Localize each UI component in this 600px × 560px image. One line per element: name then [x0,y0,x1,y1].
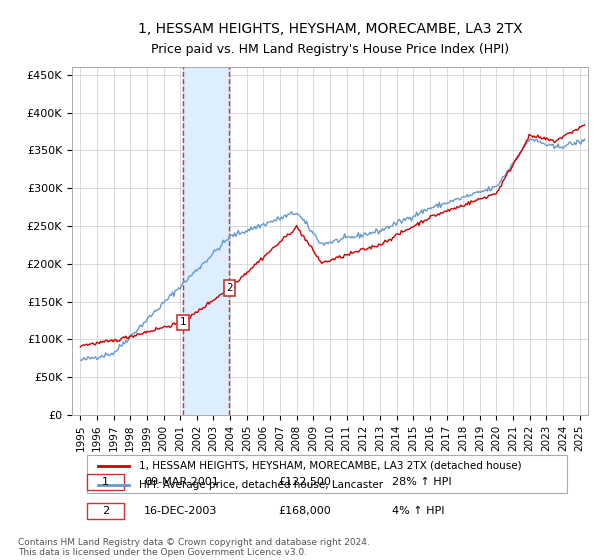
Text: 4% ↑ HPI: 4% ↑ HPI [392,506,445,516]
Bar [183,67,229,415]
Text: Contains HM Land Registry data © Crown copyright and database right 2024.
This d: Contains HM Land Registry data © Crown c… [18,538,370,557]
Text: 2: 2 [102,506,109,516]
FancyBboxPatch shape [88,455,568,493]
Text: HPI: Average price, detached house, Lancaster: HPI: Average price, detached house, Lanc… [139,479,383,489]
Text: 2: 2 [226,283,233,293]
Text: 16-DEC-2003: 16-DEC-2003 [144,506,218,516]
Text: 1: 1 [180,318,187,328]
Text: 28% ↑ HPI: 28% ↑ HPI [392,477,452,487]
FancyBboxPatch shape [88,503,124,519]
Text: £168,000: £168,000 [278,506,331,516]
Text: 1, HESSAM HEIGHTS, HEYSHAM, MORECAMBE, LA3 2TX: 1, HESSAM HEIGHTS, HEYSHAM, MORECAMBE, L… [137,22,523,36]
Text: 1, HESSAM HEIGHTS, HEYSHAM, MORECAMBE, LA3 2TX (detached house): 1, HESSAM HEIGHTS, HEYSHAM, MORECAMBE, L… [139,461,522,471]
FancyBboxPatch shape [88,474,124,490]
Text: 1: 1 [102,477,109,487]
Text: 09-MAR-2001: 09-MAR-2001 [144,477,219,487]
Text: £122,500: £122,500 [278,477,331,487]
Text: Price paid vs. HM Land Registry's House Price Index (HPI): Price paid vs. HM Land Registry's House … [151,43,509,56]
